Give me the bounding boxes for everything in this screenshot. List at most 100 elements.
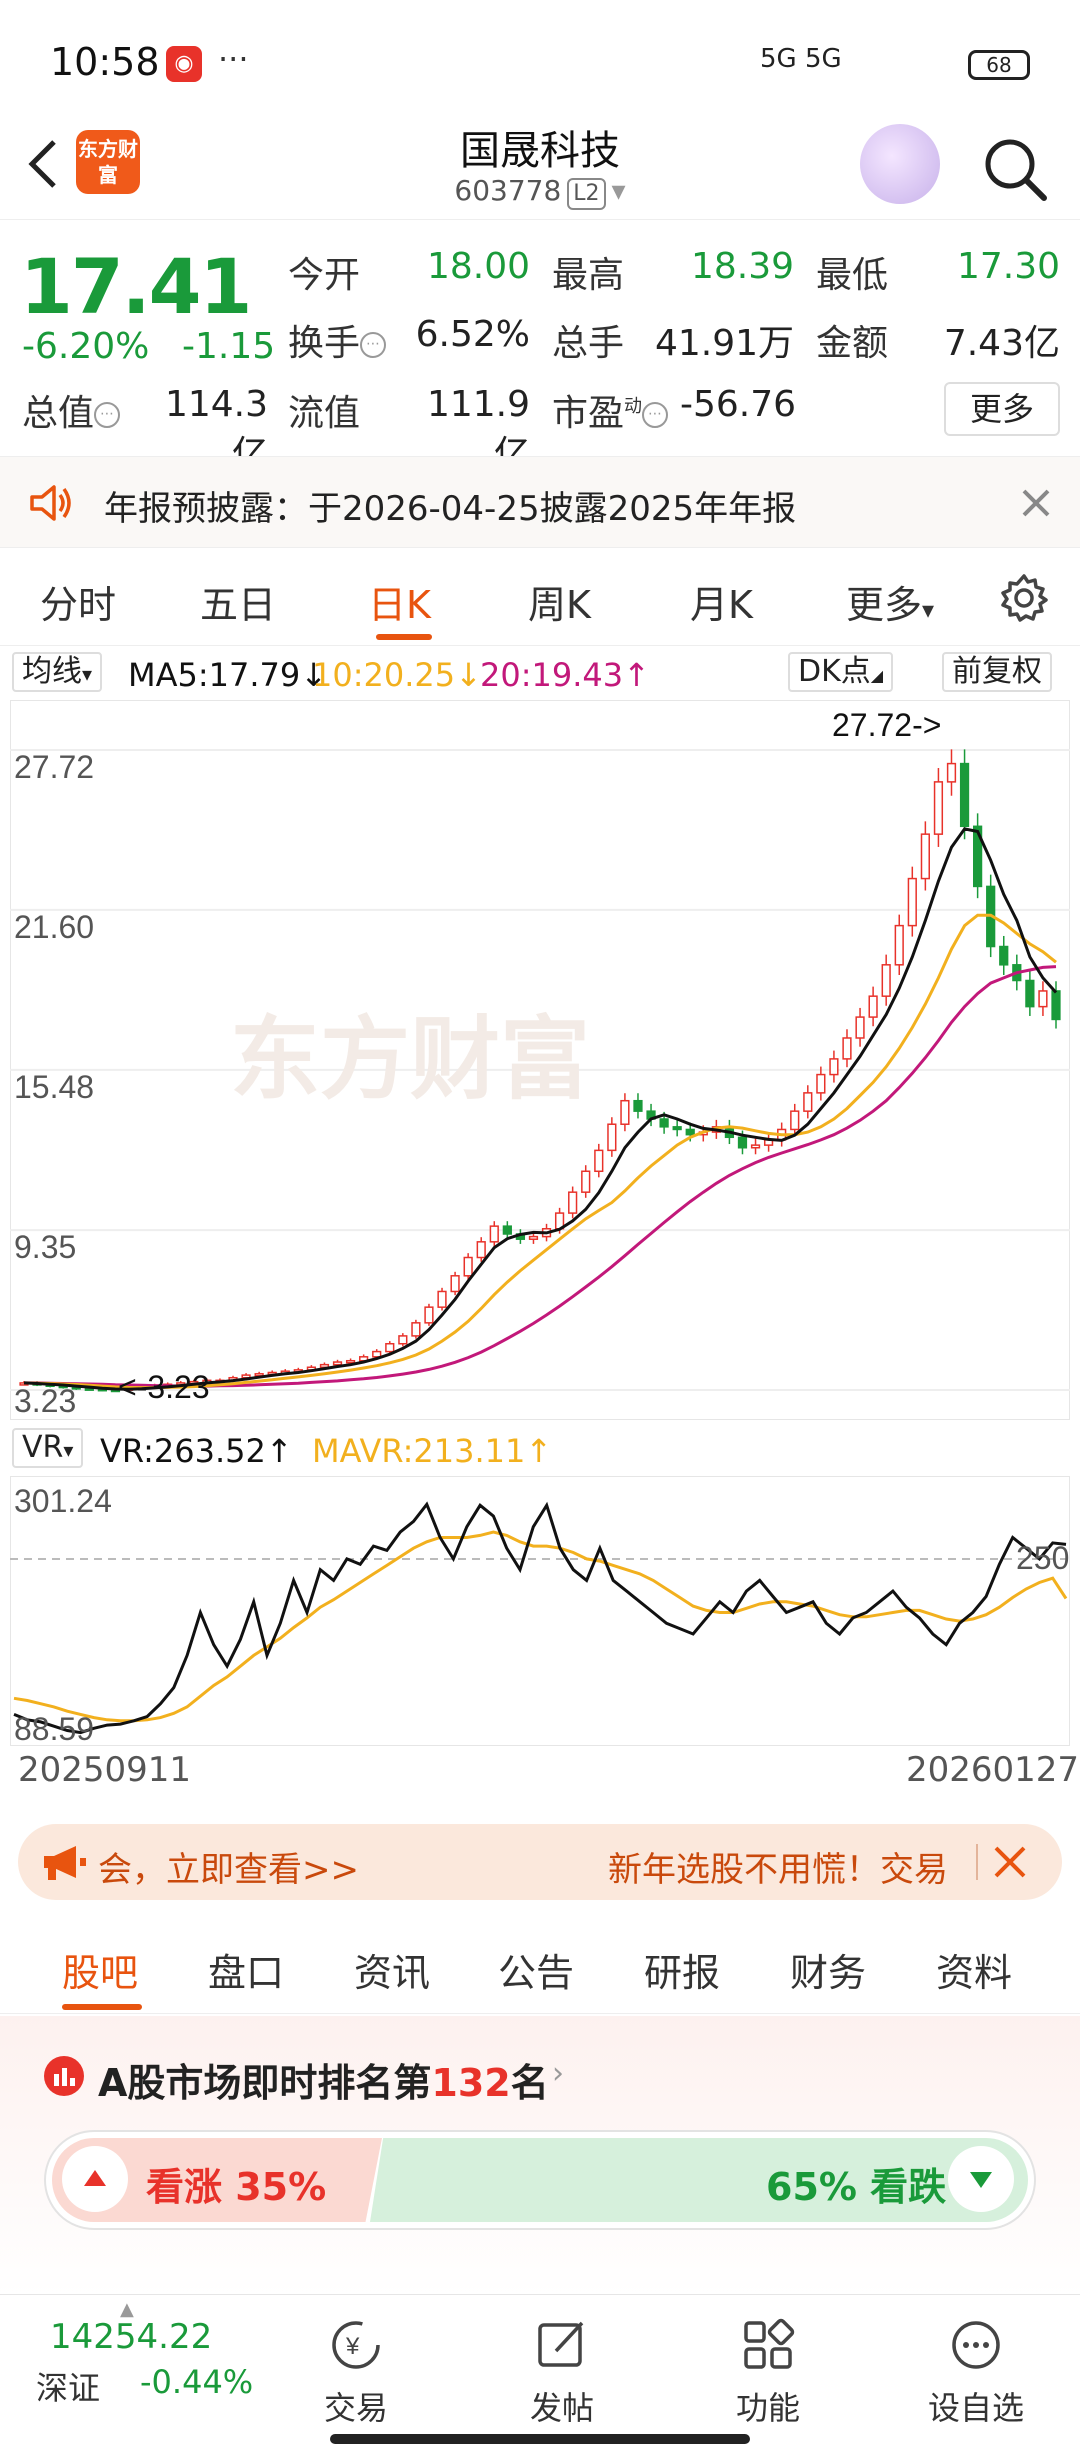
- brand-logo: 东方财富: [76, 130, 140, 194]
- ranking-section: A股市场即时排名第132名 › 看涨 35% 65% 看跌: [0, 2016, 1080, 2296]
- stock-code: 603778: [454, 174, 562, 207]
- gear-icon[interactable]: [998, 572, 1050, 624]
- volume-label: 总手: [552, 323, 625, 364]
- grid-icon: [744, 2318, 795, 2369]
- candle: [332, 1361, 343, 1366]
- network-signal-icon: 5G 5G: [760, 44, 842, 74]
- low-value: 17.30: [956, 246, 1060, 287]
- candle: [816, 1073, 826, 1094]
- dk-point-selector[interactable]: DK点◢: [788, 652, 894, 692]
- speaker-icon: [30, 485, 71, 521]
- vr-selector[interactable]: VR▾: [12, 1428, 84, 1468]
- tab-news[interactable]: 资讯: [354, 1951, 431, 1995]
- more-button[interactable]: 更多: [944, 382, 1060, 436]
- trade-icon: ¥: [332, 2321, 380, 2369]
- candle: [633, 1099, 643, 1112]
- candle: [424, 1306, 434, 1324]
- assistant-robot-icon[interactable]: [860, 124, 940, 204]
- tab-intraday[interactable]: 分时: [40, 583, 117, 627]
- candle: [620, 1099, 630, 1125]
- stock-code-row[interactable]: 603778 L2 ▾: [340, 174, 740, 210]
- candle: [1051, 990, 1061, 1021]
- pe-dynamic-mark: 动: [624, 396, 643, 417]
- promo-banner[interactable]: 会，立即查看>> 新年选股不用慌！交易: [18, 1824, 1062, 1900]
- promo-left-text: 会，立即查看>>: [98, 1850, 359, 1890]
- back-arrow-icon[interactable]: [24, 134, 64, 194]
- info-icon[interactable]: ⋯: [94, 402, 121, 428]
- vote-up-button[interactable]: [62, 2146, 128, 2212]
- vr-tick-label: 301.24: [14, 1483, 112, 1519]
- tab-profile[interactable]: 资料: [936, 1951, 1013, 1995]
- tab-finance[interactable]: 财务: [790, 1951, 867, 1995]
- dropdown-caret-icon: ▾: [82, 662, 93, 686]
- close-icon[interactable]: [992, 1844, 1028, 1880]
- ma10-value: 10:20.25↓: [312, 656, 482, 694]
- bearish-bar[interactable]: [370, 2138, 1028, 2222]
- stock-name: 国晟科技: [460, 128, 620, 174]
- change-amount: -1.15: [182, 326, 276, 367]
- y-tick-label: 27.72: [14, 749, 94, 785]
- adjust-selector[interactable]: 前复权: [942, 652, 1052, 692]
- vote-down-button[interactable]: [948, 2146, 1014, 2212]
- up-arrow-icon: ↑: [525, 1432, 553, 1470]
- chart-period-tabs: 分时 五日 日K 周K 月K 更多▾: [0, 550, 1080, 646]
- info-icon[interactable]: ⋯: [360, 332, 387, 358]
- quote-panel: 17.41 -6.20% -1.15 今开 18.00 最高 18.39 最低 …: [0, 222, 1080, 475]
- candle: [685, 1128, 695, 1136]
- ma-selector[interactable]: 均线▾: [12, 652, 103, 692]
- volume-value: 41.91万: [654, 323, 794, 364]
- candle: [345, 1359, 356, 1364]
- candle: [946, 762, 957, 783]
- notice-bar[interactable]: 年报预披露：于2026-04-25披露2025年年报: [0, 456, 1080, 548]
- amount-value: 7.43亿: [943, 323, 1060, 364]
- active-tab-indicator: [62, 2004, 142, 2010]
- vr-chart[interactable]: 301.24 88.59 250: [10, 1476, 1070, 1746]
- amount-label: 金额: [816, 323, 889, 364]
- candle: [476, 1241, 486, 1259]
- candle: [372, 1350, 382, 1358]
- candle: [855, 1016, 865, 1039]
- tab-orderbook[interactable]: 盘口: [208, 1951, 285, 1995]
- status-time: 10:58: [50, 40, 160, 84]
- candle: [750, 1144, 761, 1149]
- info-icon[interactable]: ⋯: [642, 402, 669, 428]
- mavr-value: MAVR:213.11↑: [312, 1432, 553, 1470]
- close-icon[interactable]: [1016, 483, 1056, 523]
- high-value: 18.39: [690, 246, 794, 287]
- tab-forum[interactable]: 股吧: [62, 1951, 139, 1995]
- watermark-logo: 东方财富: [230, 1010, 590, 1110]
- tab-more[interactable]: 更多▾: [846, 583, 935, 627]
- candle: [385, 1342, 395, 1353]
- turnover-value: 6.52%: [415, 314, 530, 355]
- candle: [999, 945, 1009, 966]
- search-icon[interactable]: [980, 134, 1050, 204]
- edit-icon: [538, 2321, 584, 2367]
- kline-chart[interactable]: 东方财富 27.72 21.60 15.48 9.35 3.23 27.72-> <-3…: [10, 700, 1070, 1420]
- tab-five-day[interactable]: 五日: [200, 583, 277, 627]
- candle: [659, 1118, 669, 1128]
- tab-announcements[interactable]: 公告: [498, 1951, 575, 1995]
- nav-watchlist[interactable]: 设自选: [906, 2305, 1046, 2427]
- tab-weekly-k[interactable]: 周K: [528, 583, 591, 627]
- y-tick-label: 21.60: [14, 909, 94, 945]
- nav-post[interactable]: 发帖: [492, 2305, 632, 2427]
- dropdown-caret-icon: ▾: [63, 1438, 74, 1462]
- nav-trade[interactable]: ¥ 交易: [286, 2305, 426, 2427]
- ranking-text[interactable]: A股市场即时排名第132名: [98, 2061, 549, 2105]
- tab-daily-k[interactable]: 日K: [368, 583, 431, 627]
- index-value[interactable]: 14254.22: [50, 2317, 213, 2357]
- tab-monthly-k[interactable]: 月K: [690, 583, 753, 627]
- tab-research[interactable]: 研报: [644, 1951, 721, 1995]
- candle: [842, 1037, 852, 1060]
- turnover-label: 换手 ⋯: [288, 314, 387, 366]
- bottom-nav: ▲ 14254.22 深证 -0.44% ¥ 交易 发帖 功能 设自选: [0, 2294, 1080, 2460]
- pe-value: -56.76: [680, 384, 797, 425]
- nav-functions[interactable]: 功能: [698, 2305, 838, 2427]
- low-annotation: <-3.23: [118, 1369, 210, 1405]
- candle: [411, 1322, 421, 1337]
- candle: [437, 1290, 447, 1308]
- y-tick-label: 15.48: [14, 1069, 94, 1105]
- expand-caret-icon[interactable]: ▲: [120, 2299, 134, 2320]
- candle: [1025, 979, 1035, 1008]
- candle: [894, 924, 904, 966]
